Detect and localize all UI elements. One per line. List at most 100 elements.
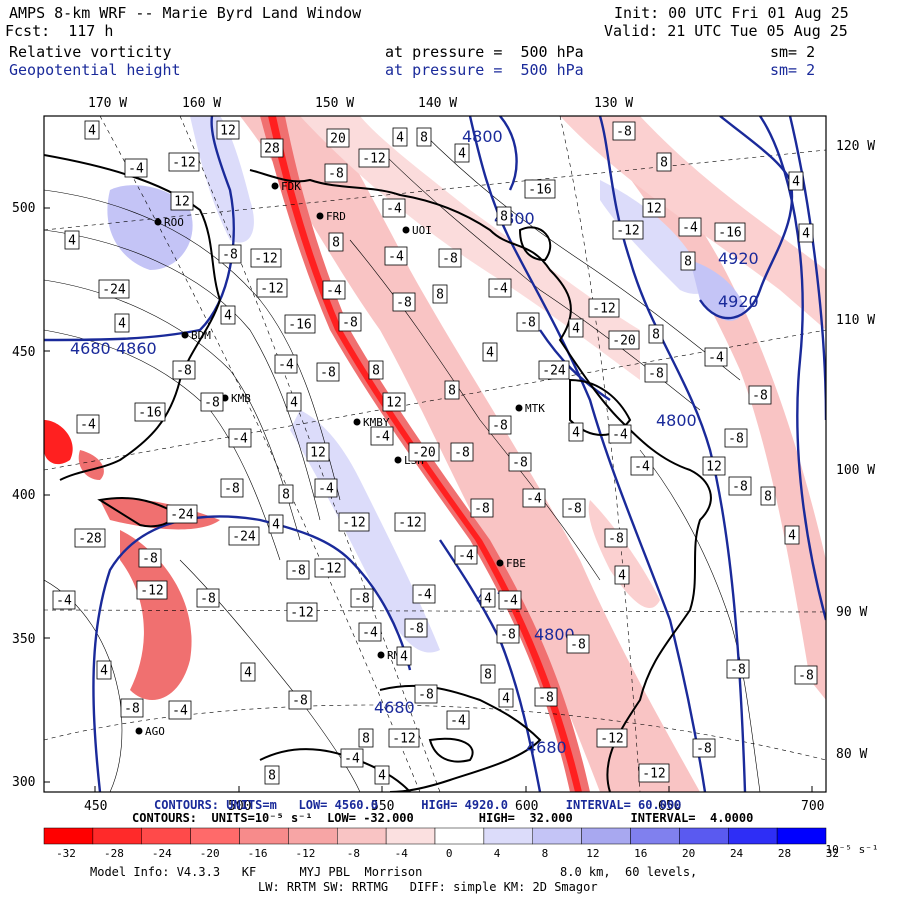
svg-text:-8: -8 xyxy=(328,167,344,182)
colorbar-tick-label: 0 xyxy=(445,847,453,860)
svg-text:-12: -12 xyxy=(642,767,665,782)
vorticity-label: 8 xyxy=(264,765,280,785)
svg-text:-20: -20 xyxy=(612,334,635,349)
vorticity-label: -4 xyxy=(498,590,522,610)
vorticity-label: 4 xyxy=(568,318,584,338)
station-marker xyxy=(515,404,523,412)
colorbar-unit: 10⁻⁵ s⁻¹ xyxy=(825,843,879,856)
svg-text:-12: -12 xyxy=(260,282,283,297)
vorticity-label: -12 xyxy=(638,763,670,783)
vorticity-label: -8 xyxy=(470,498,494,518)
vorticity-label: -4 xyxy=(384,246,408,266)
svg-text:-4: -4 xyxy=(172,704,188,719)
svg-text:-8: -8 xyxy=(570,638,586,653)
svg-text:-8: -8 xyxy=(418,688,434,703)
vorticity-label: -8 xyxy=(316,362,340,382)
station-label: AGO xyxy=(145,725,165,738)
map-title: AMPS 8-km WRF -- Marie Byrd Land Window xyxy=(9,4,362,22)
svg-text:12: 12 xyxy=(220,124,236,139)
svg-text:-8: -8 xyxy=(520,316,536,331)
vorticity-label: -8 xyxy=(562,498,586,518)
x-label-500: 500 xyxy=(228,799,251,814)
vorticity-label: 4 xyxy=(392,127,408,147)
height-contour-info: CONTOURS: UNITS=m LOW= 4560.0 HIGH= 4920… xyxy=(154,798,682,812)
field1-level: at pressure = 500 hPa xyxy=(385,43,584,61)
station-marker xyxy=(316,212,324,220)
vorticity-label: 4 xyxy=(268,514,284,534)
vorticity-label: 4 xyxy=(374,765,390,785)
y-label-400: 400 xyxy=(12,488,35,503)
station-marker xyxy=(496,559,504,567)
vorticity-label: -4 xyxy=(340,748,364,768)
vorticity-label: -16 xyxy=(134,402,166,422)
vorticity-label: 4 xyxy=(240,662,256,682)
svg-text:4: 4 xyxy=(396,131,404,146)
vorticity-label: 4 xyxy=(798,223,814,243)
lat-lon-grid xyxy=(44,116,826,792)
colorbar-swatch xyxy=(43,827,94,845)
vorticity-label: -4 xyxy=(314,478,338,498)
svg-text:-4: -4 xyxy=(612,428,628,443)
lon-label-160w: 160 W xyxy=(182,96,221,111)
station-label: ROO xyxy=(164,216,184,229)
svg-text:12: 12 xyxy=(174,195,190,210)
svg-text:-12: -12 xyxy=(398,516,421,531)
vorticity-label: -8 xyxy=(728,476,752,496)
height-contour-label: 4680 xyxy=(70,339,111,358)
vorticity-label: -8 xyxy=(566,634,590,654)
svg-text:8: 8 xyxy=(500,210,508,225)
svg-text:-12: -12 xyxy=(140,584,163,599)
svg-text:-16: -16 xyxy=(528,183,551,198)
svg-text:4: 4 xyxy=(224,309,232,324)
lon-label-150w: 150 W xyxy=(315,96,354,111)
vorticity-label: -8 xyxy=(508,452,532,472)
colorbar xyxy=(43,827,827,845)
vorticity-label: -8 xyxy=(288,690,312,710)
svg-text:-8: -8 xyxy=(616,125,632,140)
vorticity-label: -8 xyxy=(196,588,220,608)
y-label-500: 500 xyxy=(12,201,35,216)
svg-text:-8: -8 xyxy=(732,480,748,495)
vorticity-label: -8 xyxy=(392,292,416,312)
colorbar-swatch xyxy=(92,827,142,845)
svg-text:-8: -8 xyxy=(608,532,624,547)
svg-text:28: 28 xyxy=(264,142,280,157)
vorticity-label: -8 xyxy=(138,548,162,568)
svg-text:-8: -8 xyxy=(408,622,424,637)
vorticity-label: -8 xyxy=(414,684,438,704)
svg-text:-8: -8 xyxy=(142,552,158,567)
svg-text:12: 12 xyxy=(646,202,662,217)
svg-text:4: 4 xyxy=(486,346,494,361)
vorticity-label: -8 xyxy=(350,588,374,608)
colorbar-swatch xyxy=(385,827,436,845)
colorbar-swatch xyxy=(630,827,680,845)
station-label: BDM xyxy=(191,329,211,342)
svg-text:-8: -8 xyxy=(752,389,768,404)
svg-text:8: 8 xyxy=(484,668,492,683)
svg-text:-12: -12 xyxy=(172,156,195,171)
svg-text:-8: -8 xyxy=(224,482,240,497)
svg-text:8: 8 xyxy=(764,490,772,505)
vorticity-label: 8 xyxy=(496,206,512,226)
svg-text:4: 4 xyxy=(788,529,796,544)
svg-text:8: 8 xyxy=(684,255,692,270)
svg-text:8: 8 xyxy=(652,328,660,343)
svg-text:-8: -8 xyxy=(696,742,712,757)
svg-text:-12: -12 xyxy=(318,562,341,577)
vorticity-label: -4 xyxy=(678,217,702,237)
svg-text:4: 4 xyxy=(502,692,510,707)
svg-text:8: 8 xyxy=(282,488,290,503)
colorbar-swatch xyxy=(239,827,289,845)
x-label-700: 700 xyxy=(801,799,824,814)
x-label-550: 550 xyxy=(371,799,394,814)
vorticity-label: 4 xyxy=(84,120,100,140)
svg-text:4: 4 xyxy=(400,650,408,665)
vorticity-label: -20 xyxy=(608,330,640,350)
svg-text:-16: -16 xyxy=(718,226,741,241)
vorticity-label: -4 xyxy=(322,280,346,300)
vorticity-label: 4 xyxy=(480,588,496,608)
svg-text:4: 4 xyxy=(802,227,810,242)
field2-name: Geopotential height xyxy=(9,61,181,79)
vorticity-label: 4 xyxy=(568,422,584,442)
colorbar-tick-label: 20 xyxy=(682,847,696,860)
